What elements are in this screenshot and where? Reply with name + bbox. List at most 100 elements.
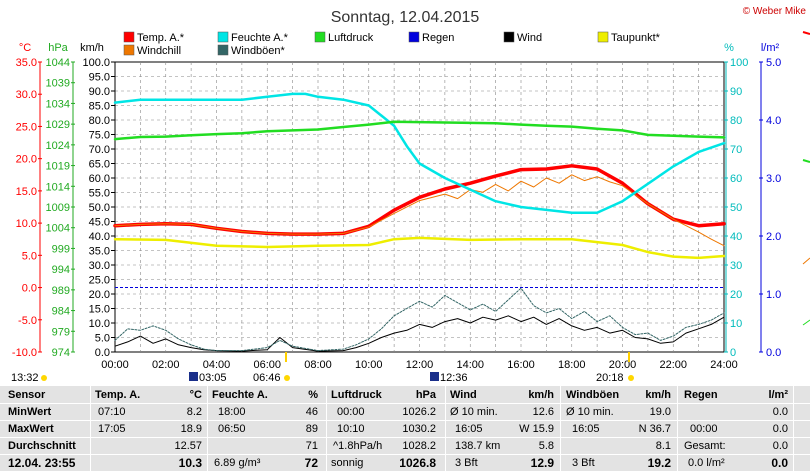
x-tick-label: 16:00 [507,359,535,371]
header-humidity: Feuchte A. [212,389,268,401]
legend-swatch [314,31,326,43]
wind-tick-label: 50.0 [89,202,110,214]
header-rain: Regen [684,389,718,401]
legend-label: Regen [422,32,454,44]
legend-label: Luftdruck [328,32,374,44]
pressure-tick-label: 974 [52,347,70,359]
moon-icon [189,372,198,381]
pressure-tick-label: 999 [52,243,70,255]
legend-swatch [217,31,229,43]
series-windb-en [114,287,725,352]
humidity-tick-label: 20 [730,289,742,301]
max-rain: 0.0 [772,423,788,435]
pressure-tick-label: 994 [52,264,70,276]
sunrise-time: 06:46 [253,372,281,384]
humidity-tick-label: 30 [730,260,742,272]
rain-tick-label: 0.0 [766,347,781,359]
chart-title: Sonntag, 12.04.2015 [331,9,480,26]
rain-tick-label: 2.0 [766,231,781,243]
series-lines [113,92,726,352]
x-tick-label: 06:00 [253,359,281,371]
wind-tick-label: 20.0 [89,289,110,301]
moon-icon [430,372,439,381]
min-temp-time: 07:10 [98,406,126,418]
header-sensor: Sensor [8,389,46,401]
legend: Temp. A.* Feuchte A.* Luftdruck Regen Wind Ta… [123,31,661,57]
current-rain-extra: 0.0 l/m² [688,457,725,469]
row-label-min: MinWert [8,406,52,418]
current-gust-bft: 3 Bft [572,457,595,469]
max-hum: 89 [305,423,318,435]
rain-tick-label: 5.0 [766,57,781,69]
legend-swatch [217,44,229,56]
header-temp-unit: °C [189,389,202,401]
wind-tick-label: 55.0 [89,188,110,200]
legend-label: Taupunkt* [611,32,661,44]
x-tick-label: 12:00 [406,359,434,371]
temp-tick-label: 0.0 [22,283,37,295]
avg-hum: 71 [305,440,318,452]
header-pressure: Luftdruck [331,389,382,401]
moonrise-time: 03:05 [199,372,227,384]
current-temp: 10.3 [178,456,202,470]
legend-label: Feuchte A.* [231,32,289,44]
legend-label: Temp. A.* [137,32,185,44]
header-pressure-unit: hPa [415,389,436,401]
axis-ticks: 35.0 30.0 25.0 20.0 15.0 10.0 5.0 0.0 -5.0 -10.0 1… [12,57,781,359]
wind-tick-label: 15.0 [89,304,110,316]
header-rain-unit: l/m² [768,389,788,401]
max-temp-time: 17:05 [98,423,126,435]
legend-swatch [408,31,420,43]
plot-grid [115,62,724,352]
stats-table: Sensor Temp. A. °C Feuchte A. % Luftdruc… [0,386,810,471]
start-time: 13:32 [11,372,39,384]
x-tick-label: 14:00 [456,359,484,371]
x-tick-label: 22:00 [659,359,687,371]
header-humidity-unit: % [308,389,318,401]
pressure-tick-label: 1009 [46,202,70,214]
max-gust: N 36.7 [638,423,671,435]
moonset-time: 12:36 [440,372,468,384]
wind-tick-label: 0.0 [95,347,110,359]
min-hum-time: 18:00 [218,406,246,418]
legend-label: Windchill [137,45,181,57]
avg-press-trend: ^1.8hPa/h [333,440,383,452]
series-windchill [114,174,725,247]
humidity-tick-label: 60 [730,173,742,185]
current-hum: 72 [304,456,318,470]
current-weather-text: sonnig [331,457,364,469]
min-hum: 46 [305,406,318,418]
temp-tick-label: 15.0 [16,186,37,198]
event-markers: 13:32 03:05 06:46 12:36 20:18 [11,352,634,384]
header-gust: Windböen [566,389,620,401]
max-temp: 18.9 [180,423,202,435]
sun-icon [41,375,47,381]
pressure-tick-label: 1034 [46,98,70,110]
wind-tick-label: 75.0 [89,130,110,142]
min-press: 1026.2 [402,406,436,418]
row-label-max: MaxWert [8,423,54,435]
humidity-tick-label: 0 [730,347,736,359]
pressure-tick-label: 1004 [46,223,70,235]
pressure-tick-label: 1014 [46,181,70,193]
humidity-tick-label: 80 [730,115,742,127]
header-wind: Wind [450,389,477,401]
wind-tick-label: 85.0 [89,101,110,113]
max-gust-time: 16:05 [572,423,600,435]
pressure-tick-label: 989 [52,285,70,297]
min-wind-label: Ø 10 min. [450,406,498,418]
legend-swatch [123,31,135,43]
pressure-tick-label: 1019 [46,161,70,173]
temp-tick-label: 20.0 [16,154,37,166]
avg-wind-km: 138.7 km [455,440,501,452]
max-hum-time: 06:50 [218,423,246,435]
x-tick-label: 20:00 [609,359,637,371]
x-tick-label: 08:00 [304,359,332,371]
x-tick-label: 18:00 [558,359,586,371]
min-rain: 0.0 [772,406,788,418]
x-tick-label: 02:00 [152,359,180,371]
legend-swatch [123,44,135,56]
humidity-tick-label: 10 [730,318,742,330]
avg-press: 1028.2 [402,440,436,452]
